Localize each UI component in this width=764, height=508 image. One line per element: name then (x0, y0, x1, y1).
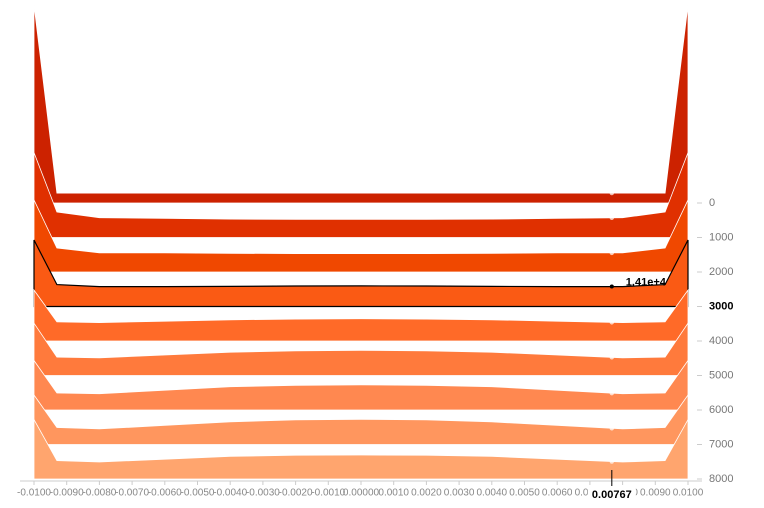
hover-dot (609, 320, 615, 325)
hover-dot (609, 215, 615, 221)
x-tick-label: 0.0100 (673, 488, 704, 499)
histograms: 1.41e+4 (33, 4, 689, 480)
y-tick-label: 5000 (709, 369, 733, 381)
x-tick-label: 0.00000 (343, 488, 380, 499)
x-tick-label: 0.0030 (444, 488, 475, 499)
histogram-area (33, 199, 689, 273)
histogram-area (33, 152, 689, 238)
y-tick-label: 6000 (709, 404, 733, 416)
y-tick-label: 3000 (709, 300, 733, 312)
hover-value-label: 1.41e+4 (626, 276, 667, 288)
x-tick-label: -0.0080 (82, 488, 116, 499)
x-tick-label: -0.0100 (17, 488, 51, 499)
hover-dot (609, 390, 615, 396)
hover-x-label: 0.00767 (592, 489, 632, 501)
x-tick-label: 0.0090 (640, 488, 671, 499)
histogram-area (33, 321, 689, 376)
x-tick-label: 0.0020 (411, 488, 442, 499)
hover-dot (609, 355, 615, 360)
hover-dot (609, 426, 615, 431)
x-tick-label: -0.0070 (115, 488, 149, 499)
y-tick-label: 2000 (709, 266, 733, 278)
hover-dot (609, 250, 615, 256)
histogram-area (33, 359, 689, 411)
y-tick-label: 7000 (709, 438, 733, 450)
x-tick-label: -0.0040 (213, 488, 247, 499)
histogram-area (33, 288, 689, 342)
x-tick-label: -0.0090 (50, 488, 84, 499)
y-tick-label: 1000 (709, 231, 733, 243)
histogram-area (33, 4, 689, 204)
axes: -0.0100-0.0090-0.0080-0.0070-0.0060-0.00… (17, 197, 733, 501)
hover-dot (609, 459, 615, 464)
x-tick-label: 0.0010 (378, 488, 409, 499)
hover-dot (609, 284, 614, 289)
y-tick-label: 4000 (709, 335, 733, 347)
x-tick-label: 0.0060 (542, 488, 573, 499)
x-tick-label: -0.0060 (148, 488, 182, 499)
x-tick-label: -0.0050 (181, 488, 215, 499)
histogram-area (33, 239, 689, 308)
y-tick-label: 8000 (709, 473, 733, 485)
histogram-area (33, 418, 689, 480)
x-tick-label: -0.0010 (311, 488, 345, 499)
y-tick-label: 0 (709, 197, 715, 209)
x-tick-label: -0.0020 (279, 488, 313, 499)
hover-x-bg (587, 487, 636, 501)
x-tick-label: -0.0030 (246, 488, 280, 499)
x-tick-label: 0.0050 (509, 488, 540, 499)
hover-dot (609, 190, 615, 196)
x-tick-label: 0.0040 (477, 488, 508, 499)
